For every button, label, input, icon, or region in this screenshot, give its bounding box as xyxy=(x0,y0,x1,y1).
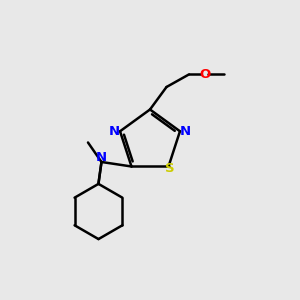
Text: S: S xyxy=(165,162,175,176)
Text: N: N xyxy=(109,125,120,138)
Text: N: N xyxy=(96,151,107,164)
Text: O: O xyxy=(199,68,210,81)
Text: N: N xyxy=(180,125,191,138)
